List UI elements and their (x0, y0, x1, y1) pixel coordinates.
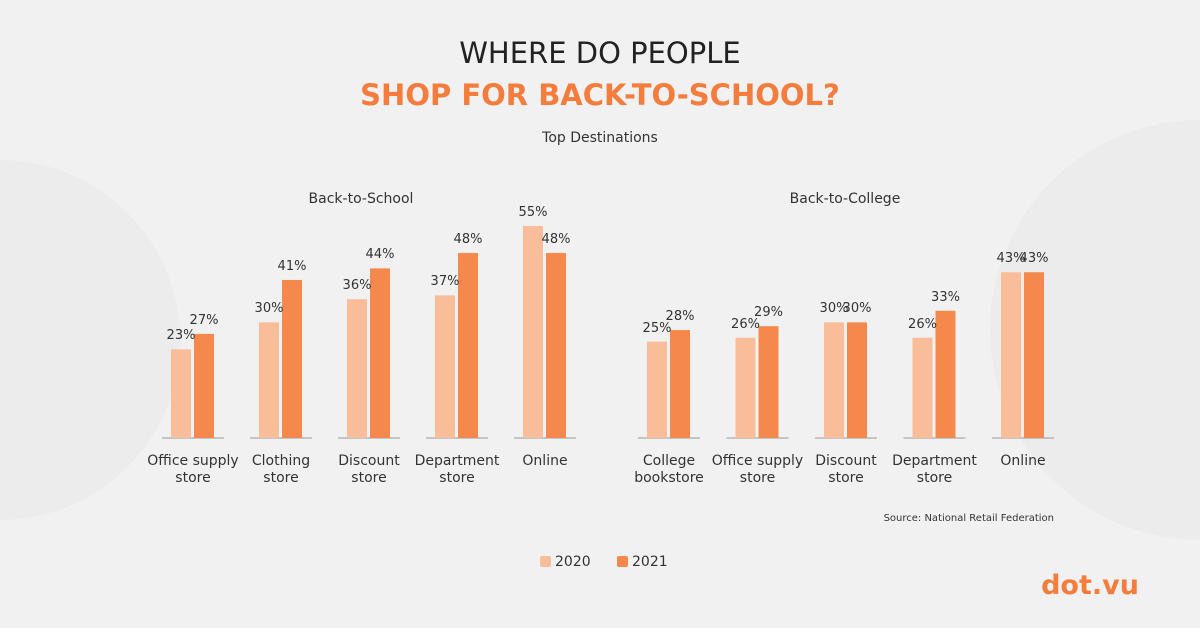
value-label: 37% (430, 274, 460, 290)
legend-label: 2020 (555, 554, 591, 570)
bar (735, 337, 756, 438)
chart-title: Back-to-College (789, 191, 901, 207)
legend-swatch (540, 556, 551, 567)
bar (171, 349, 191, 438)
value-label: 43% (996, 251, 1026, 267)
value-label: 48% (453, 231, 483, 247)
legend-label: 2021 (632, 554, 668, 570)
category-label: Department store (414, 453, 500, 486)
value-label: 44% (365, 247, 395, 263)
bar (347, 299, 367, 438)
logo: dot.vu (1041, 570, 1139, 601)
bar (546, 252, 566, 438)
value-label: 28% (665, 309, 695, 325)
value-label: 33% (931, 289, 960, 305)
category-label: Discount store (338, 453, 400, 486)
value-label: 30% (842, 301, 872, 317)
value-label: 48% (541, 231, 571, 247)
value-label: 29% (754, 305, 783, 321)
bar (935, 310, 956, 438)
bar (282, 279, 302, 438)
value-label: 26% (731, 316, 760, 332)
category-label: Online (1000, 453, 1046, 469)
value-label: 27% (189, 312, 219, 328)
decor-circle (0, 160, 180, 520)
value-label: 30% (254, 301, 284, 317)
value-label: 43% (1019, 251, 1049, 267)
value-label: 41% (277, 258, 307, 274)
category-label: Clothing store (251, 453, 311, 486)
category-label: Discount store (815, 453, 877, 486)
decor-circle (990, 120, 1200, 540)
bar (1024, 272, 1044, 438)
bar (523, 225, 543, 438)
value-label: 26% (908, 316, 937, 332)
source: Source: National Retail Federation (883, 513, 1054, 524)
category-label: College bookstore (634, 453, 704, 486)
bar (670, 330, 690, 438)
title-line2: SHOP FOR BACK-TO-SCHOOL? (360, 78, 840, 112)
value-label: 23% (166, 328, 196, 344)
chart-title: Back-to-School (308, 191, 414, 207)
category-label: Office supply store (711, 453, 804, 486)
legend-swatch (617, 556, 628, 567)
bar (194, 333, 214, 438)
title-line1: WHERE DO PEOPLE (459, 36, 741, 70)
bar (435, 295, 455, 438)
bar (370, 268, 390, 438)
value-label: 30% (819, 301, 849, 317)
bar (259, 322, 279, 438)
bar (912, 337, 933, 438)
subtitle: Top Destinations (542, 130, 658, 146)
bar (824, 322, 844, 438)
bar (758, 326, 779, 438)
bar (1001, 272, 1021, 438)
value-label: 36% (342, 278, 372, 294)
bar (458, 252, 478, 438)
bar (647, 341, 667, 438)
category-label: Online (522, 453, 568, 469)
category-label: Office supply store (147, 453, 239, 486)
value-label: 25% (642, 320, 672, 336)
bar (847, 322, 867, 438)
category-label: Department store (892, 453, 977, 486)
value-label: 55% (518, 204, 548, 220)
